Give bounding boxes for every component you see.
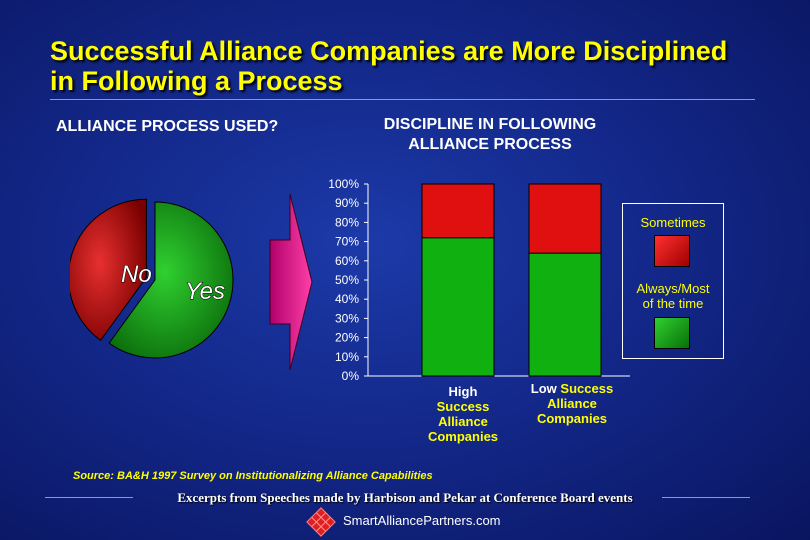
x-label-low-line-3: Companies (536, 411, 608, 426)
legend-label-sometimes: Sometimes (640, 215, 706, 230)
x-label-low-line-2: Alliance (547, 396, 597, 411)
legend-label-always-line-2: of the time (642, 296, 704, 311)
y-tick-label: 80% (335, 215, 359, 229)
chart-legend: Sometimes Always/Most of the time (622, 203, 724, 359)
y-tick-label: 100% (328, 177, 359, 191)
x-label-high-line-4: Companies (427, 429, 499, 444)
bar-segment (421, 183, 495, 239)
source-note: Source: BA&H 1997 Survey on Institutiona… (73, 470, 433, 482)
x-label-low-word: Low (530, 381, 557, 396)
x-label-low-line-1: Low Success (522, 381, 622, 396)
y-tick-label: 20% (335, 331, 359, 345)
legend-label-always-line-1: Always/Most (636, 281, 710, 296)
stacked-bar-chart: 0% 10% 20% 30% 40% 50% 60% 70% 80% 90% 100% (328, 177, 630, 383)
y-tick-label: 30% (335, 311, 359, 325)
x-label-low-success: Success (560, 381, 614, 396)
y-tick-label: 70% (335, 235, 359, 249)
chart-heading-line-1: DISCIPLINE IN FOLLOWING (383, 116, 597, 133)
x-label-high-line-3: Alliance (438, 414, 488, 429)
y-tick-label: 90% (335, 196, 359, 210)
website-link[interactable]: SmartAlliancePartners.com (343, 513, 501, 528)
title-rule (50, 99, 755, 100)
title-line-2: in Following a Process (50, 66, 343, 96)
pie-heading: ALLIANCE PROCESS USED? (56, 118, 279, 135)
pie-slice-no (70, 198, 147, 342)
legend-swatch-always (654, 317, 690, 349)
legend-swatch-sometimes (654, 235, 690, 267)
bar-segment (528, 252, 602, 377)
chart-heading-line-2: ALLIANCE PROCESS (408, 136, 572, 153)
y-tick-label: 50% (335, 273, 359, 287)
pie-slice-yes (108, 201, 234, 359)
footer-rule-right (662, 497, 750, 498)
y-tick-label: 0% (342, 369, 360, 383)
logo-icon (306, 507, 336, 537)
title-line-1: Successful Alliance Companies are More D… (50, 36, 728, 66)
y-tick-label: 40% (335, 292, 359, 306)
pie-label-yes: Yes (185, 278, 225, 305)
footer-rule-left (45, 497, 133, 498)
chart-heading: DISCIPLINE IN FOLLOWING ALLIANCE PROCESS (340, 115, 640, 155)
footer-text-content: Excerpts from Speeches made by Harbison … (177, 490, 633, 505)
footer-text: Excerpts from Speeches made by Harbison … (0, 490, 810, 506)
slide-title: Successful Alliance Companies are More D… (50, 36, 790, 96)
x-label-high-word: High (448, 384, 478, 399)
pie-label-no: No (121, 261, 152, 288)
bar-segment (528, 183, 602, 254)
y-tick-label: 10% (335, 350, 359, 364)
bar-segment (421, 237, 495, 377)
arrow-icon (269, 193, 313, 371)
pie-chart: No Yes (70, 198, 234, 359)
x-label-low: Low Success Alliance Companies (522, 381, 622, 426)
legend-label-always: Always/Most of the time (623, 281, 723, 311)
x-label-high: High Success Alliance Companies (418, 384, 508, 444)
y-tick-label: 60% (335, 254, 359, 268)
x-label-high-line-2: Success (436, 399, 490, 414)
